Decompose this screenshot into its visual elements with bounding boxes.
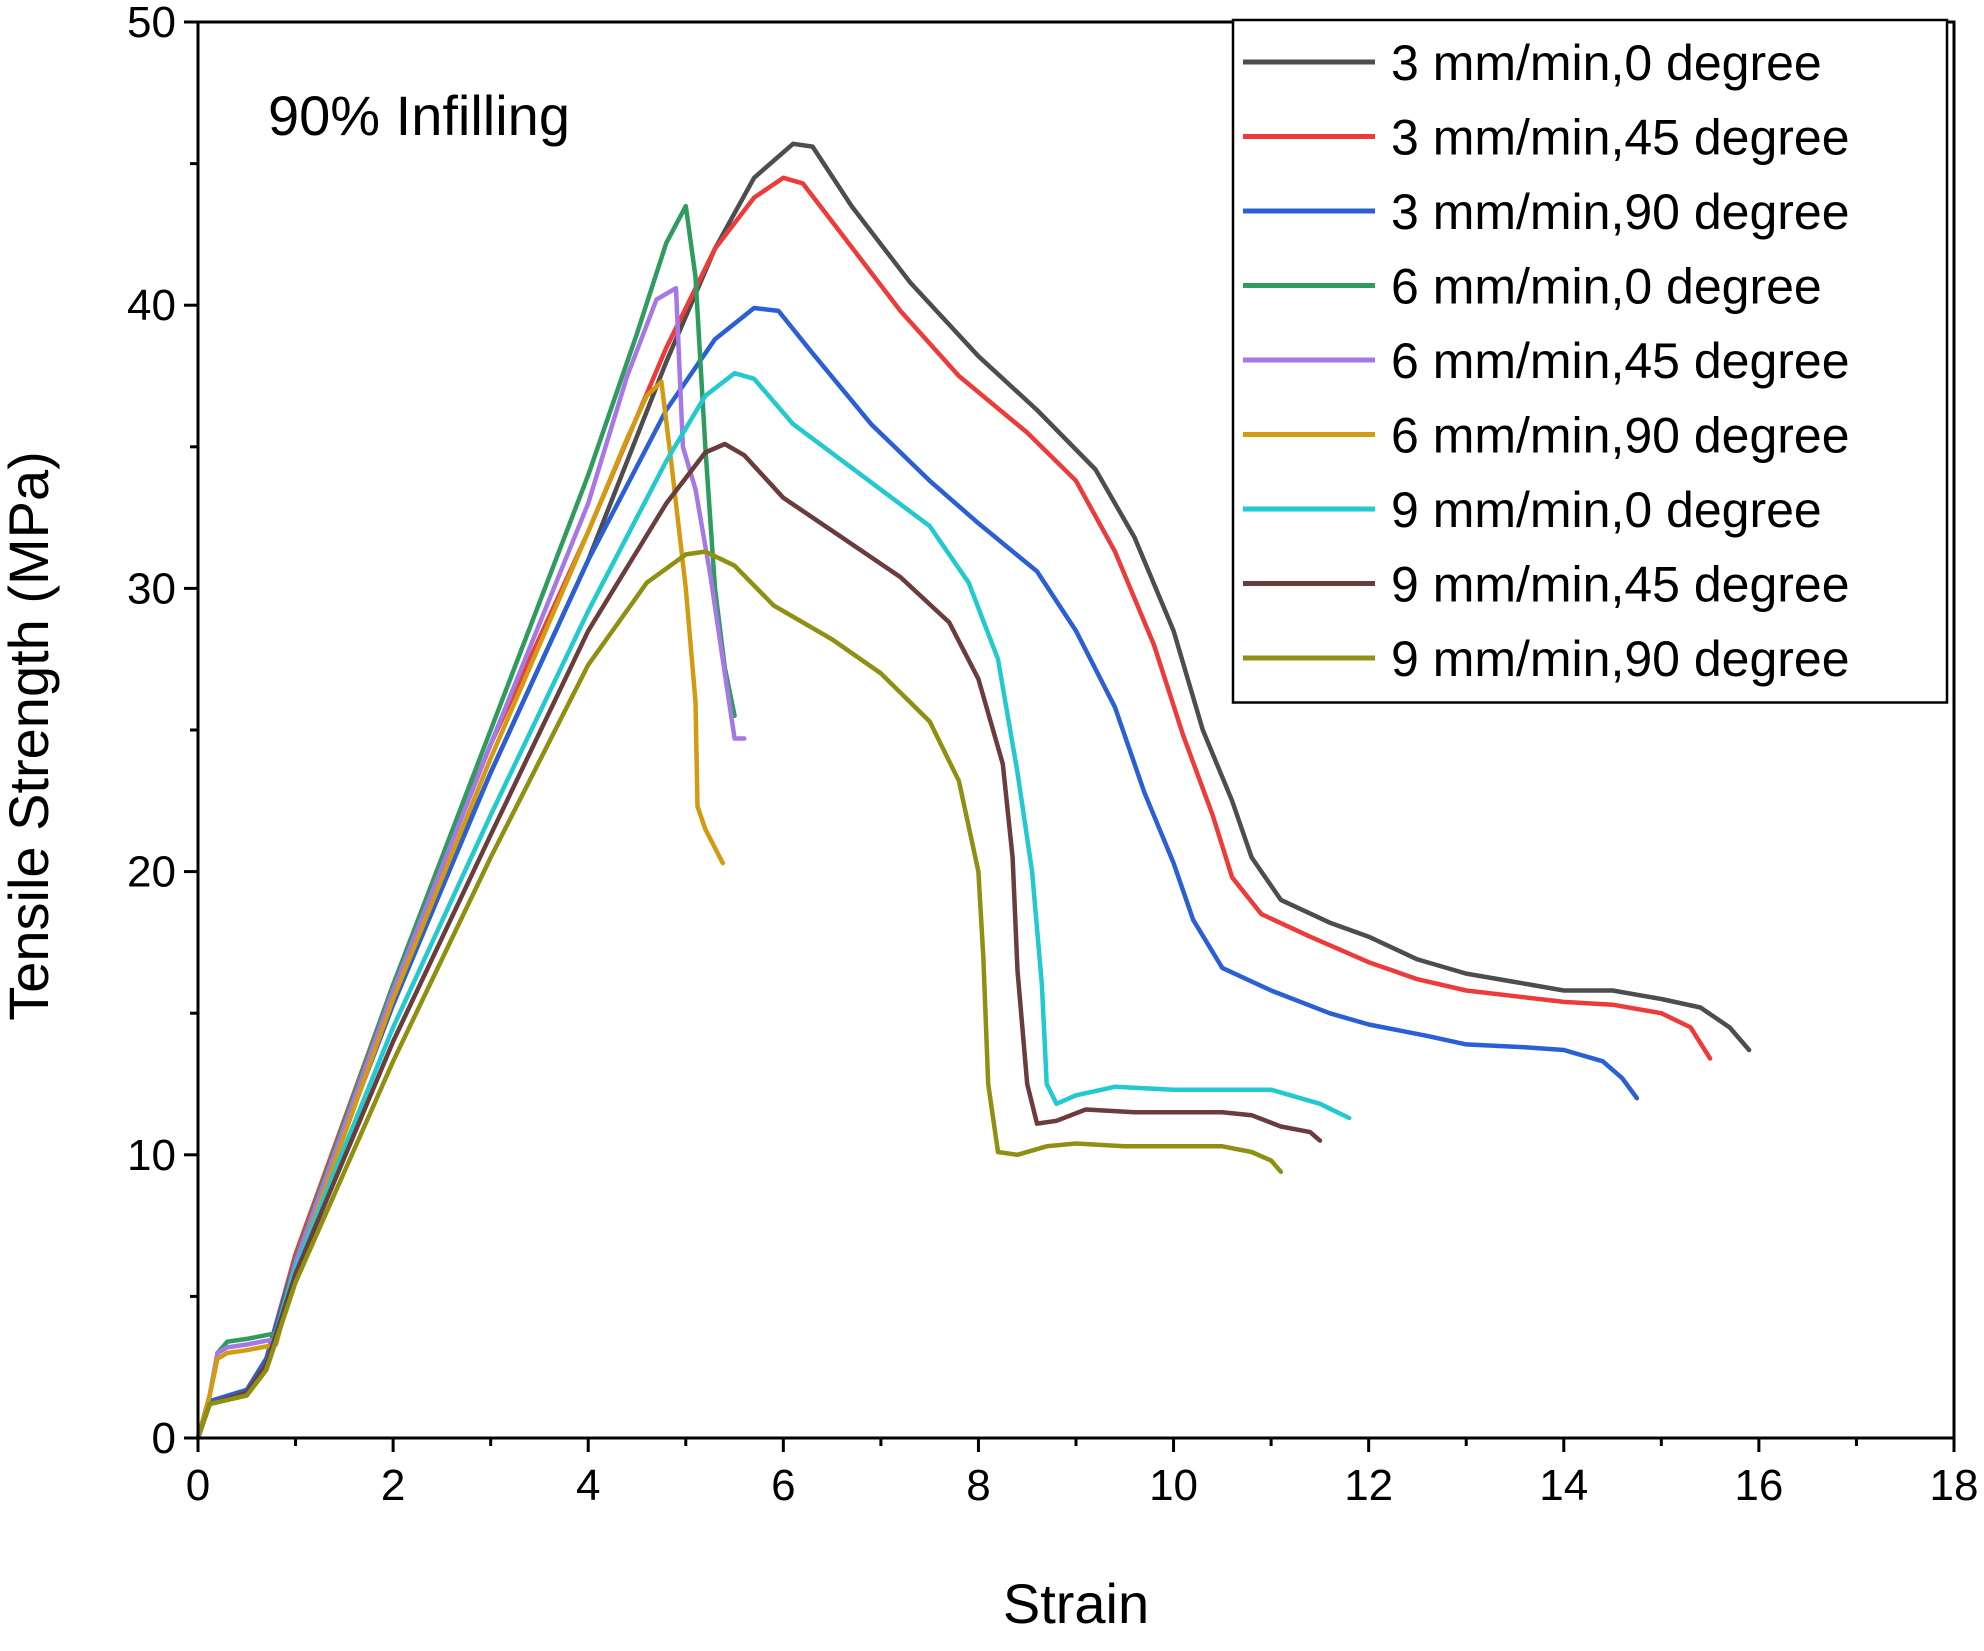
x-tick-label: 12 [1344,1461,1393,1510]
x-tick-label: 0 [186,1461,210,1510]
legend-label: 6 mm/min,0 degree [1391,259,1822,315]
y-tick-label: 10 [127,1131,176,1180]
x-tick-label: 18 [1930,1461,1979,1510]
x-tick-label: 4 [576,1461,600,1510]
series-line-3 [195,305,1640,1441]
legend-label: 6 mm/min,90 degree [1391,408,1850,464]
x-tick-label: 16 [1734,1461,1783,1510]
series-line-8 [195,441,1323,1441]
legend: 3 mm/min,0 degree 3 mm/min,45 degree 3 mm/… [1231,18,1949,704]
legend-label: 6 mm/min,45 degree [1391,333,1850,389]
x-tick-label: 2 [381,1461,405,1510]
y-tick-label: 30 [127,564,176,613]
y-tick-label: 0 [152,1414,176,1463]
x-tick-label: 6 [771,1461,795,1510]
series-line-7 [195,370,1352,1441]
y-tick-label: 40 [127,281,176,330]
legend-label: 9 mm/min,45 degree [1391,557,1850,613]
y-tick-label: 20 [127,848,176,897]
series-line-9 [195,549,1284,1441]
y-tick-label: 50 [127,0,176,47]
x-tick-label: 10 [1149,1461,1198,1510]
legend-label: 3 mm/min,0 degree [1391,35,1822,91]
series-line-6 [195,379,726,1441]
chart-annotation: 90% Infilling [268,84,570,147]
x-axis-title: Strain [1003,1572,1149,1635]
x-tick-label: 8 [966,1461,990,1510]
series-line-5 [195,285,747,1441]
x-tick-label: 14 [1539,1461,1588,1510]
legend-label: 9 mm/min,0 degree [1391,482,1822,538]
y-axis-title: Tensile Strength (MPa) [0,451,60,1021]
series-line-4 [195,203,737,1441]
legend-label: 3 mm/min,45 degree [1391,110,1850,166]
legend-label: 9 mm/min,90 degree [1391,631,1850,687]
legend-label: 3 mm/min,90 degree [1391,184,1850,240]
